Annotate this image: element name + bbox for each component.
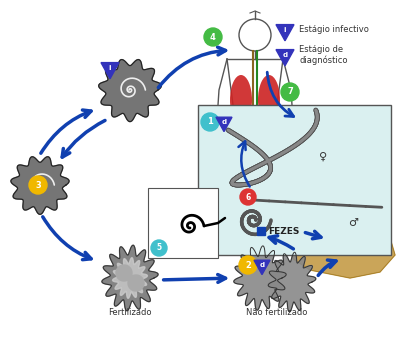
Bar — [257, 227, 265, 235]
Polygon shape — [116, 265, 132, 281]
Text: d: d — [260, 262, 264, 268]
FancyArrowPatch shape — [164, 274, 226, 282]
Circle shape — [29, 176, 47, 194]
Text: ♀: ♀ — [319, 152, 327, 162]
Text: 1: 1 — [207, 118, 213, 126]
Polygon shape — [276, 50, 294, 66]
Polygon shape — [216, 117, 232, 132]
FancyArrowPatch shape — [269, 236, 293, 249]
Text: Estágio infectivo: Estágio infectivo — [299, 26, 369, 35]
Polygon shape — [99, 60, 161, 122]
Text: Não fertilizado: Não fertilizado — [246, 308, 308, 317]
Text: ♂: ♂ — [348, 218, 358, 228]
Circle shape — [204, 28, 222, 46]
Polygon shape — [276, 25, 294, 41]
Polygon shape — [234, 246, 286, 310]
Circle shape — [281, 83, 299, 101]
Text: Estágio de
diagnóstico: Estágio de diagnóstico — [299, 45, 348, 65]
Text: FEZES: FEZES — [268, 226, 299, 236]
FancyArrowPatch shape — [238, 141, 250, 187]
Text: i: i — [284, 27, 286, 33]
Text: i: i — [109, 65, 111, 71]
Polygon shape — [102, 245, 158, 311]
Ellipse shape — [230, 75, 252, 125]
Ellipse shape — [231, 105, 259, 135]
Circle shape — [151, 240, 167, 256]
FancyBboxPatch shape — [198, 105, 391, 255]
FancyArrowPatch shape — [43, 217, 91, 260]
Text: Fertilizado: Fertilizado — [108, 308, 152, 317]
Text: 5: 5 — [156, 244, 162, 252]
Ellipse shape — [250, 170, 270, 184]
Polygon shape — [254, 260, 270, 275]
Polygon shape — [112, 258, 148, 298]
Polygon shape — [128, 275, 144, 291]
Bar — [148, 188, 218, 258]
Polygon shape — [292, 232, 395, 278]
FancyArrowPatch shape — [158, 47, 226, 88]
Circle shape — [201, 113, 219, 131]
Ellipse shape — [258, 75, 280, 125]
FancyArrowPatch shape — [305, 231, 321, 239]
Circle shape — [240, 189, 256, 205]
Text: d: d — [282, 52, 288, 58]
FancyArrowPatch shape — [41, 110, 91, 153]
Polygon shape — [101, 63, 119, 79]
Polygon shape — [233, 140, 277, 185]
Polygon shape — [268, 252, 316, 312]
Circle shape — [239, 256, 257, 274]
Text: d: d — [222, 119, 226, 125]
Text: 7: 7 — [287, 88, 293, 97]
FancyArrowPatch shape — [267, 72, 294, 117]
FancyArrowPatch shape — [62, 120, 105, 157]
Polygon shape — [11, 157, 69, 214]
Text: 3: 3 — [35, 181, 41, 189]
Text: 4: 4 — [210, 33, 216, 42]
Text: 2: 2 — [245, 260, 251, 270]
Text: 6: 6 — [245, 193, 251, 202]
FancyArrowPatch shape — [318, 260, 336, 275]
